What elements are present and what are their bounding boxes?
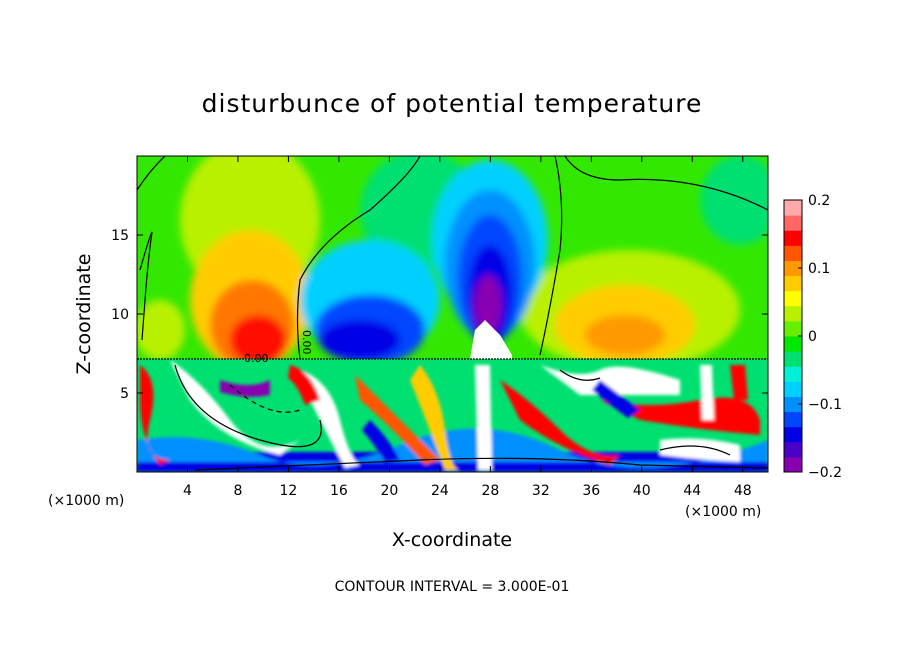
heatmap-field: 0.00 0.00 bbox=[137, 156, 768, 472]
colorbar-swatch bbox=[784, 200, 802, 216]
x-tick-label: 40 bbox=[633, 483, 651, 499]
field-patch bbox=[137, 300, 185, 359]
contour-interval: CONTOUR INTERVAL = 3.000E-01 bbox=[335, 579, 570, 595]
contour-line bbox=[559, 369, 601, 381]
x-tick-label: 12 bbox=[280, 483, 298, 499]
colorbar-tick-label: −0.2 bbox=[808, 465, 842, 481]
x-tick-label: 32 bbox=[532, 483, 550, 499]
colorbar-swatch bbox=[784, 396, 802, 413]
x-tick-label: 4 bbox=[183, 483, 192, 499]
field-patch bbox=[700, 365, 714, 420]
x-unit-label-right: (×1000 m) bbox=[685, 504, 761, 520]
colorbar-swatch bbox=[784, 260, 802, 277]
colorbar: 0.2 0.1 0 −0.1 −0.2 bbox=[783, 193, 842, 481]
field-patch bbox=[730, 365, 748, 400]
field-patch bbox=[320, 320, 400, 359]
colorbar-swatch bbox=[784, 215, 802, 231]
field-patch bbox=[220, 380, 270, 397]
y-tick-label: 5 bbox=[120, 386, 129, 402]
contour-label: 0.00 bbox=[244, 352, 269, 365]
white-patch bbox=[470, 320, 512, 359]
contour-line bbox=[229, 384, 301, 413]
x-tick-label: 44 bbox=[683, 483, 701, 499]
y-tick-label: 15 bbox=[111, 228, 129, 244]
contour-line bbox=[139, 231, 153, 341]
contour-lines bbox=[137, 156, 768, 471]
field-patch bbox=[585, 315, 665, 355]
x-axis: 4 8 12 16 20 24 28 32 36 40 44 48 bbox=[183, 156, 752, 499]
field-patch bbox=[230, 315, 286, 359]
field-patch bbox=[475, 365, 492, 470]
x-tick-label: 36 bbox=[582, 483, 600, 499]
colorbar-swatch bbox=[784, 245, 802, 261]
x-tick-label: 8 bbox=[233, 483, 242, 499]
field-patch bbox=[362, 420, 400, 462]
field-patch bbox=[288, 365, 320, 405]
x-tick-label: 28 bbox=[481, 483, 499, 499]
colorbar-swatch bbox=[784, 441, 802, 458]
contour-line bbox=[564, 156, 768, 211]
field-patch bbox=[660, 438, 740, 462]
field-patch bbox=[137, 428, 768, 468]
field-patch bbox=[355, 375, 440, 465]
x-tick-label: 24 bbox=[431, 483, 449, 499]
colorbar-swatch bbox=[784, 305, 802, 322]
y-axis: 5 10 15 bbox=[111, 228, 768, 402]
colorbar-swatch bbox=[784, 290, 802, 307]
colorbar-swatch bbox=[784, 336, 802, 352]
colorbar-swatch bbox=[784, 351, 802, 367]
contour-line bbox=[296, 156, 421, 360]
x-axis-label: X-coordinate bbox=[392, 529, 512, 551]
contour-line bbox=[137, 156, 166, 191]
colorbar-swatch bbox=[784, 426, 802, 443]
y-tick-label: 10 bbox=[111, 307, 129, 323]
x-tick-label: 16 bbox=[330, 483, 348, 499]
x-tick-label: 20 bbox=[380, 483, 398, 499]
colorbar-swatch bbox=[784, 381, 802, 397]
contour-label: 0.00 bbox=[300, 330, 313, 355]
field-patch bbox=[140, 365, 170, 465]
colorbar-tick-label: 0.1 bbox=[808, 261, 830, 277]
field-patch bbox=[540, 365, 680, 395]
lower-region bbox=[137, 359, 768, 472]
y-axis-label: Z-coordinate bbox=[73, 254, 95, 375]
field-patch bbox=[474, 275, 502, 335]
colorbar-swatch bbox=[784, 456, 802, 473]
colorbar-tick-label: 0.2 bbox=[808, 193, 830, 209]
contour-line bbox=[659, 445, 731, 456]
colorbar-tick-label: −0.1 bbox=[808, 397, 842, 413]
x-unit-label-left: (×1000 m) bbox=[48, 493, 124, 509]
contour-line bbox=[194, 457, 768, 471]
chart-title: disturbunce of potential temperature bbox=[202, 89, 703, 118]
colorbar-swatch bbox=[784, 366, 802, 382]
field-patch bbox=[700, 156, 768, 245]
upper-region bbox=[137, 156, 768, 359]
colorbar-swatch bbox=[784, 411, 802, 428]
colorbar-swatch bbox=[784, 320, 802, 337]
x-tick-label: 48 bbox=[734, 483, 752, 499]
field-patch bbox=[500, 380, 620, 465]
field-patch bbox=[600, 397, 760, 435]
colorbar-tick-label: 0 bbox=[808, 329, 817, 345]
field-patch bbox=[410, 365, 460, 470]
field-patch bbox=[592, 380, 640, 418]
colorbar-swatch bbox=[784, 230, 802, 246]
contour-line bbox=[539, 156, 563, 356]
colorbar-swatch bbox=[784, 275, 802, 292]
contour-line bbox=[174, 364, 322, 448]
